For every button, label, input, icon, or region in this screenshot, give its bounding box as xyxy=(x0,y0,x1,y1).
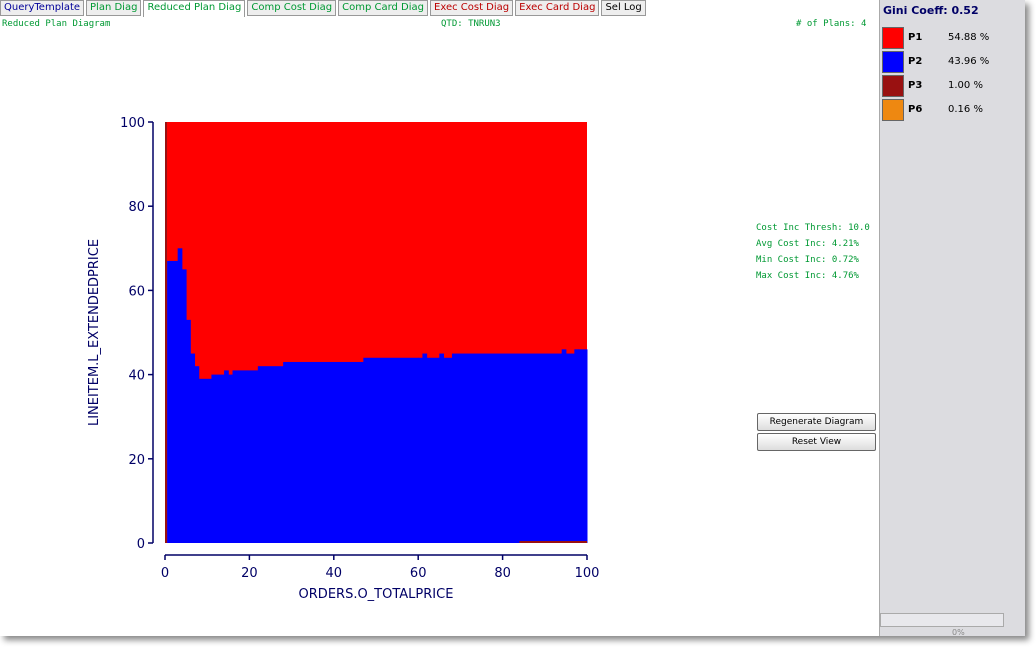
y-tick-label: 100 xyxy=(120,116,145,131)
y-axis-label: LINEITEM.L_EXTENDEDPRICE xyxy=(87,239,102,426)
legend-item: P1 54.88 % xyxy=(882,27,1002,49)
plan-region xyxy=(257,366,284,543)
tab[interactable]: Comp Card Diag xyxy=(338,0,429,16)
x-tick-label: 60 xyxy=(410,566,427,581)
legend-share: 0.16 % xyxy=(948,104,983,115)
gini-coeff: Gini Coeff: 0.52 xyxy=(883,4,979,17)
plan-region xyxy=(283,361,356,543)
plan-region xyxy=(194,366,200,543)
x-tick-label: 0 xyxy=(161,566,169,581)
plan-region xyxy=(211,374,225,543)
button[interactable]: Regenerate Diagram xyxy=(757,413,876,431)
tab[interactable]: Comp Cost Diag xyxy=(247,0,337,16)
tab[interactable]: Sel Log xyxy=(601,0,646,16)
y-tick-label: 80 xyxy=(128,200,145,215)
plan-region xyxy=(561,349,567,543)
plan-region xyxy=(565,353,575,543)
tab[interactable]: Reduced Plan Diag xyxy=(143,0,246,17)
plan-region xyxy=(363,357,419,543)
window: QueryTemplate Plan Diag Reduced Plan Dia… xyxy=(0,0,1025,637)
legend-swatch xyxy=(882,51,904,73)
plan-region xyxy=(167,260,179,543)
plan-region xyxy=(190,353,196,543)
tab[interactable]: QueryTemplate xyxy=(0,0,85,16)
plan-region xyxy=(177,248,183,544)
status: 0% xyxy=(952,628,965,637)
stat: Min Cost Inc: 0.72% xyxy=(756,255,859,265)
button[interactable]: Reset View xyxy=(757,433,876,451)
plan-region xyxy=(224,370,229,543)
legend-swatch xyxy=(882,27,904,49)
plan-region xyxy=(186,319,191,543)
x-axis-label: ORDERS.O_TOTALPRICE xyxy=(299,587,454,602)
legend-item: P6 0.16 % xyxy=(882,99,1002,121)
plan-region xyxy=(574,349,580,543)
legend-swatch xyxy=(882,75,904,97)
x-tick-label: 40 xyxy=(326,566,343,581)
plan-region xyxy=(439,353,445,543)
plan-region xyxy=(422,353,428,543)
plan-region xyxy=(426,357,440,543)
legend-name: P1 xyxy=(908,32,923,43)
y-tick-label: 20 xyxy=(128,453,145,468)
tab[interactable]: Exec Cost Diag xyxy=(430,0,514,16)
stat: Cost Inc Thresh: 10.0 xyxy=(756,223,870,233)
legend-name: P3 xyxy=(908,80,923,91)
chart: 0 20 40 60 80 100 0 20 40 60 80 100 ORDERS.O_TOTALPR… xyxy=(87,116,600,602)
plan-region xyxy=(578,349,588,543)
stat: Max Cost Inc: 4.76% xyxy=(756,271,859,281)
plan-region xyxy=(418,357,423,543)
x-tick-label: 100 xyxy=(575,566,600,581)
tab-bar: QueryTemplate Plan Diag Reduced Plan Dia… xyxy=(0,0,648,17)
y-tick-label: 0 xyxy=(137,537,145,552)
y-tick-label: 40 xyxy=(128,369,145,384)
legend-name: P6 xyxy=(908,104,923,115)
tab[interactable]: Plan Diag xyxy=(86,0,142,16)
legend-share: 1.00 % xyxy=(948,80,983,91)
plan-region xyxy=(451,353,457,543)
plan-count: # of Plans: 4 xyxy=(796,19,867,29)
legend-share: 43.96 % xyxy=(948,56,990,67)
legend-swatch xyxy=(882,99,904,121)
plan-region xyxy=(198,378,212,543)
diagram-name: Reduced Plan Diagram xyxy=(2,19,111,29)
query-name: QTD: TNRUN3 xyxy=(441,19,501,29)
plan-region xyxy=(456,353,563,543)
edge-strip xyxy=(165,122,167,543)
x-tick-label: 80 xyxy=(494,566,511,581)
y-tick-label: 60 xyxy=(128,284,145,299)
legend-share: 54.88 % xyxy=(948,32,990,43)
plan-region xyxy=(232,370,259,543)
legend-item: P3 1.00 % xyxy=(882,75,1002,97)
legend-name: P2 xyxy=(908,56,923,67)
plan-region xyxy=(354,361,364,543)
scrollbar[interactable] xyxy=(880,613,1004,627)
plan-region xyxy=(443,357,453,543)
x-tick-label: 20 xyxy=(241,566,258,581)
plan-region xyxy=(228,374,234,543)
stat: Avg Cost Inc: 4.21% xyxy=(756,239,859,249)
plan-region xyxy=(181,269,187,543)
side-panel: Gini Coeff: 0.52 P1 54.88 % P2 43.96 % P3 1.0… xyxy=(879,0,1025,637)
legend-item: P2 43.96 % xyxy=(882,51,1002,73)
tab[interactable]: Exec Card Diag xyxy=(515,0,600,16)
